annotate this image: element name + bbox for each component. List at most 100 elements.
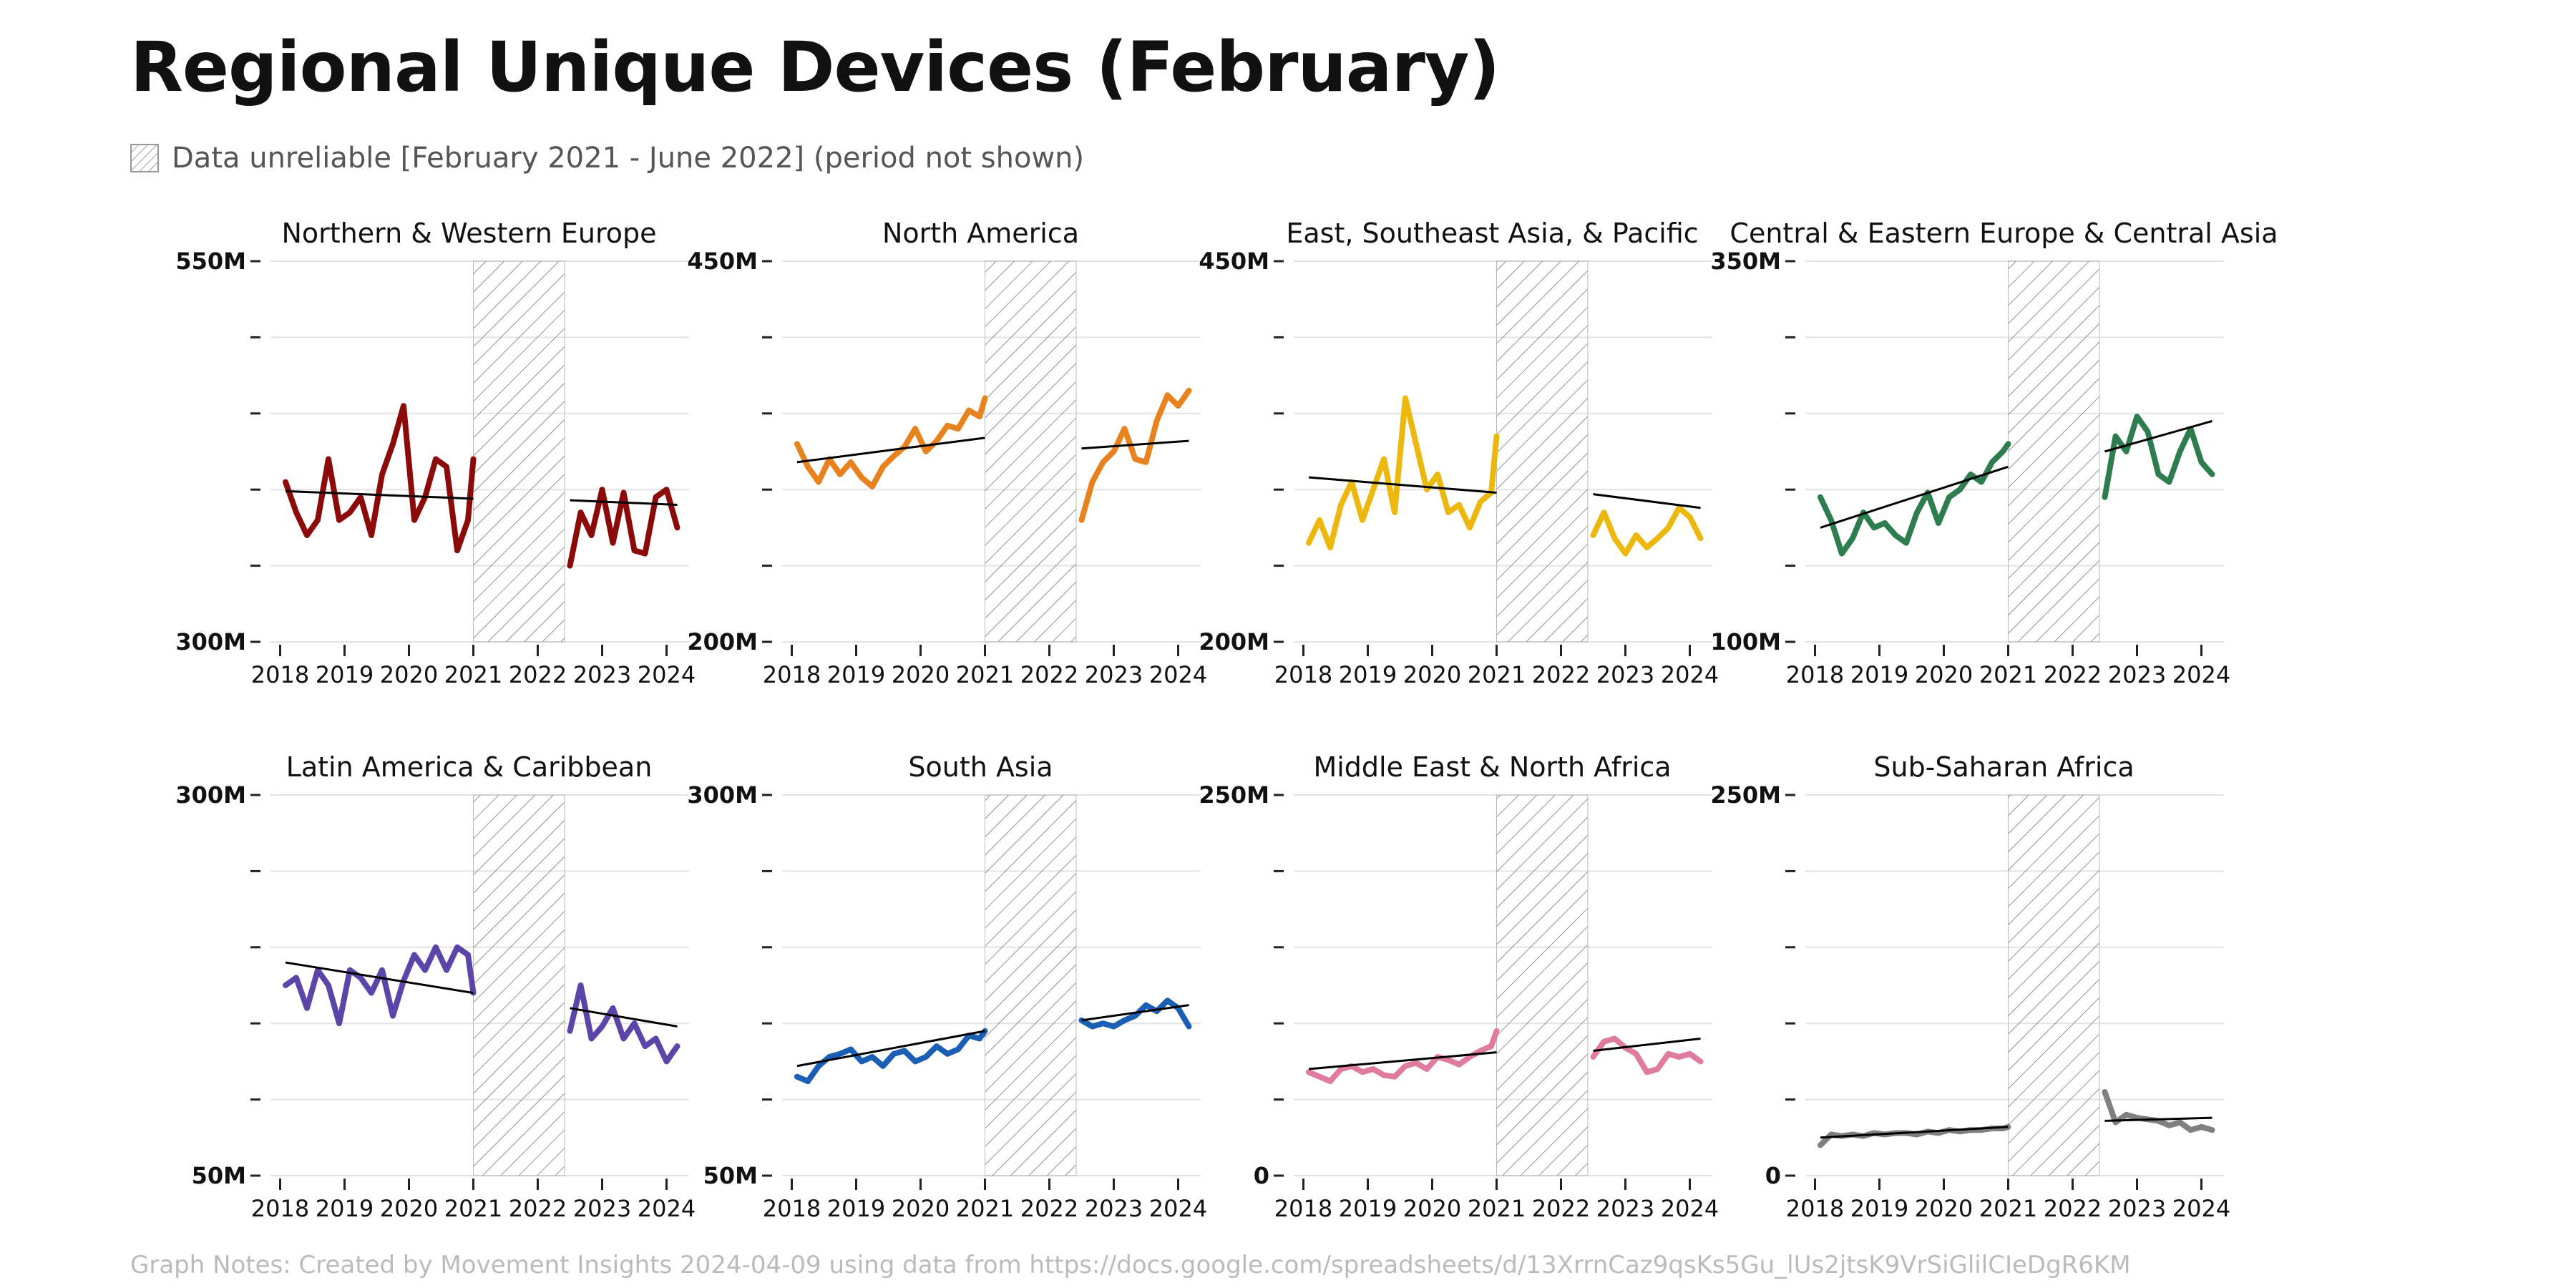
series-line-after [567, 982, 680, 1065]
y-tick-label: 200M [687, 628, 758, 655]
series-line-after [1590, 504, 1704, 557]
trend-line [2104, 1116, 2212, 1122]
x-tick-label: 2021 [956, 661, 1014, 688]
x-tick-label: 2023 [1596, 1195, 1654, 1222]
x-tick-label: 2021 [1468, 661, 1526, 688]
y-tick-label: 250M [1710, 781, 1781, 809]
trend-line [1308, 476, 1497, 494]
chart-panel-7: 0 250M 2018 2019 2020 2021 2022 2023 2024 Middle … [1199, 751, 1719, 1222]
chart-title: North America [882, 218, 1079, 249]
unreliable-period-band [985, 794, 1077, 1176]
x-tick-label: 2020 [1915, 661, 1973, 688]
trend-line [796, 436, 985, 464]
x-tick-label: 2022 [1532, 661, 1590, 688]
chart-panel-8: 0 250M 2018 2019 2020 2021 2022 2023 2024 Sub-Sah… [1710, 751, 2230, 1222]
x-tick-label: 2022 [2044, 661, 2102, 688]
x-tick-label: 2022 [1532, 1195, 1590, 1222]
series-line-before [1306, 1028, 1500, 1085]
x-tick-label: 2018 [763, 1195, 821, 1222]
x-tick-label: 2019 [1339, 661, 1397, 688]
trend-line [1820, 465, 2009, 529]
x-tick-label: 2024 [2172, 661, 2230, 688]
x-tick-label: 2019 [1850, 1195, 1908, 1222]
x-tick-label: 2020 [1403, 1195, 1461, 1222]
unreliable-period-band [473, 260, 565, 643]
y-tick-label: 300M [687, 781, 758, 809]
x-tick-label: 2018 [251, 1195, 309, 1222]
x-tick-label: 2019 [1339, 1195, 1397, 1222]
x-tick-label: 2018 [251, 661, 309, 688]
x-tick-label: 2019 [316, 661, 374, 688]
trend-line [285, 961, 474, 995]
trend-line [1820, 1126, 2009, 1139]
series-line-before [794, 395, 988, 489]
y-tick-label: 50M [192, 1162, 246, 1189]
x-tick-label: 2021 [1979, 661, 2037, 688]
chart-title: Central & Eastern Europe & Central Asia [1729, 218, 2278, 249]
unreliable-period-band [2008, 260, 2100, 643]
x-tick-label: 2024 [638, 1195, 696, 1222]
x-tick-label: 2019 [827, 661, 885, 688]
x-tick-label: 2024 [1661, 661, 1719, 688]
unreliable-period-band [985, 260, 1077, 643]
trend-line [570, 1007, 678, 1028]
trend-line [570, 499, 678, 506]
x-tick-label: 2018 [1786, 1195, 1844, 1222]
chart-panel-6: 50M 300M 2018 2019 2020 2021 2022 2023 2024 South… [687, 751, 1207, 1222]
page-title: Regional Unique Devices (February) [130, 27, 1500, 107]
x-tick-label: 2023 [1596, 661, 1654, 688]
legend-label: Data unreliable [February 2021 - June 20… [172, 142, 1085, 175]
x-tick-label: 2022 [1020, 1195, 1078, 1222]
x-tick-label: 2022 [509, 661, 567, 688]
y-tick-label: 450M [1199, 248, 1269, 275]
x-tick-label: 2019 [827, 1195, 885, 1222]
x-tick-label: 2018 [1274, 1195, 1332, 1222]
series-line-before [283, 944, 477, 1027]
x-tick-label: 2024 [1149, 1195, 1207, 1222]
x-tick-label: 2019 [316, 1195, 374, 1222]
x-tick-label: 2023 [573, 661, 631, 688]
x-tick-label: 2024 [2172, 1195, 2230, 1222]
x-tick-label: 2021 [444, 1195, 502, 1222]
y-tick-label: 200M [1199, 628, 1269, 655]
x-tick-label: 2024 [1149, 661, 1207, 688]
x-tick-label: 2020 [380, 1195, 438, 1222]
trend-line [1081, 439, 1189, 450]
y-tick-label: 450M [687, 248, 758, 275]
x-tick-label: 2023 [1085, 661, 1143, 688]
trend-line [1081, 1004, 1189, 1022]
x-tick-label: 2018 [1274, 661, 1332, 688]
series-line-after [567, 487, 680, 569]
x-tick-label: 2024 [638, 661, 696, 688]
y-tick-label: 250M [1199, 781, 1269, 809]
chart-title: Latin America & Caribbean [286, 751, 653, 783]
trend-line [285, 489, 474, 500]
trend-line [796, 1030, 985, 1068]
chart-panel-4: 100M 350M 2018 2019 2020 2021 2022 2023 2024 Cent… [1710, 218, 2278, 688]
x-tick-label: 2024 [1661, 1195, 1719, 1222]
trend-line [1593, 493, 1701, 509]
graph-notes: Graph Notes: Created by Movement Insight… [130, 1251, 2131, 1279]
x-tick-label: 2022 [1020, 661, 1078, 688]
series-line-before [1306, 395, 1500, 551]
y-tick-label: 300M [175, 628, 246, 655]
chart-panel-1: 300M 550M 2018 2019 2020 2021 2022 2023 2024 Nort… [175, 218, 696, 688]
y-tick-label: 0 [1254, 1162, 1269, 1189]
chart-panel-2: 200M 450M 2018 2019 2020 2021 2022 2023 2024 Nort… [687, 218, 1207, 688]
chart-title: Sub-Saharan Africa [1873, 751, 2134, 783]
x-tick-label: 2021 [1468, 1195, 1526, 1222]
x-tick-label: 2018 [763, 661, 821, 688]
x-tick-label: 2020 [380, 661, 438, 688]
x-tick-label: 2018 [1786, 661, 1844, 688]
trend-line [1308, 1051, 1497, 1070]
y-tick-label: 0 [1765, 1162, 1781, 1189]
unreliable-period-band [2008, 794, 2100, 1176]
x-tick-label: 2020 [1403, 661, 1461, 688]
x-tick-label: 2021 [444, 661, 502, 688]
y-tick-label: 550M [175, 248, 246, 275]
unreliable-period-band [1496, 260, 1589, 643]
x-tick-label: 2020 [892, 661, 950, 688]
x-tick-label: 2023 [2108, 1195, 2166, 1222]
x-tick-label: 2022 [509, 1195, 567, 1222]
